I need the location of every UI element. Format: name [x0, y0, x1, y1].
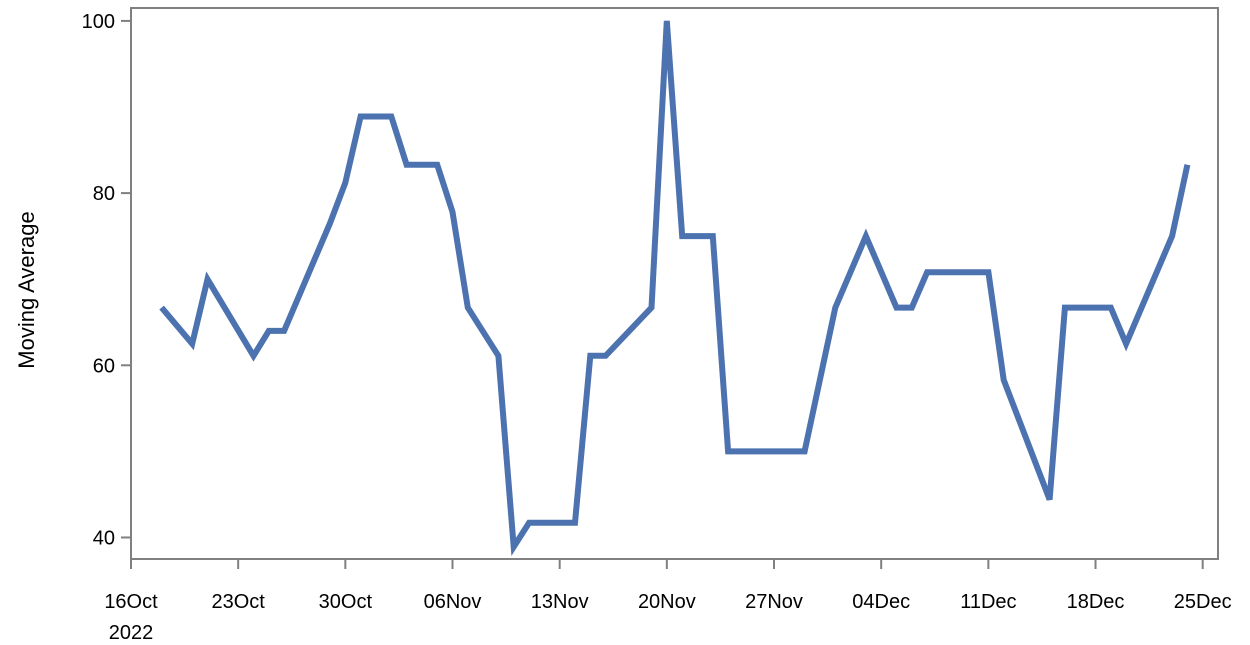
x-tick-label: 25Dec [1174, 591, 1232, 613]
y-tick-label: 60 [93, 355, 115, 377]
x-tick-label: 18Dec [1067, 591, 1125, 613]
x-tick-label: 23Oct [211, 591, 265, 613]
x-tick-year-label: 2022 [109, 622, 154, 644]
x-tick-label: 30Oct [319, 591, 373, 613]
y-tick-label: 80 [93, 183, 115, 205]
y-tick-label: 100 [82, 11, 115, 33]
x-tick-label: 11Dec [960, 591, 1016, 613]
x-tick-label: 04Dec [852, 591, 910, 613]
y-tick-label: 40 [93, 527, 115, 549]
y-axis-ticks: 40 60 80 100 [82, 11, 131, 549]
x-axis-ticks: 16Oct 2022 23Oct 30Oct 06Nov 13Nov 20Nov 27Nov 0… [104, 559, 1232, 644]
x-tick-label: 27Nov [745, 591, 803, 613]
x-tick-label: 20Nov [638, 591, 696, 613]
x-tick-label: 16Oct [104, 591, 158, 613]
x-tick-label: 06Nov [424, 591, 482, 613]
moving-average-line [159, 20, 1191, 557]
plot-frame [130, 7, 1219, 560]
x-tick-label: 13Nov [531, 591, 589, 613]
y-axis-title: Moving Average [14, 211, 39, 368]
